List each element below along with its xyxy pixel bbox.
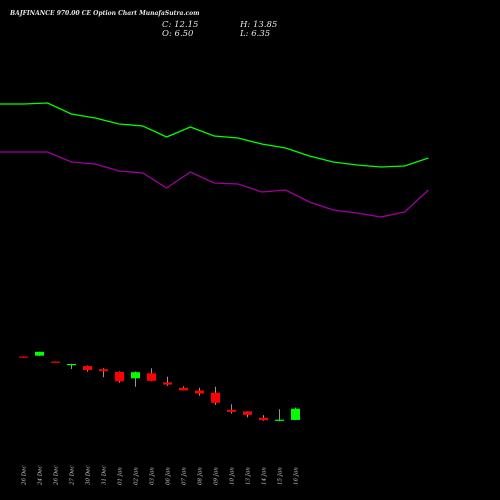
candle-down bbox=[227, 409, 236, 412]
x-tick-label: 31 Dec bbox=[102, 466, 108, 486]
x-tick-label: 14 Jan bbox=[262, 467, 268, 485]
open-value: O: 6.50 bbox=[162, 29, 194, 39]
x-tick-label: 10 Jan bbox=[230, 467, 236, 485]
x-tick-label: 26 Dec bbox=[54, 466, 60, 487]
candle-down bbox=[243, 411, 252, 415]
candle-down bbox=[179, 387, 188, 391]
x-tick-label: 02 Jan bbox=[134, 467, 140, 485]
candle-down bbox=[259, 417, 268, 421]
x-tick-label: 15 Jan bbox=[278, 467, 284, 485]
candle-down bbox=[115, 372, 124, 382]
candle-down bbox=[195, 390, 204, 394]
candle-up bbox=[131, 372, 140, 379]
candle-down bbox=[99, 369, 108, 372]
x-tick-label: 24 Dec bbox=[38, 466, 44, 487]
candle-up bbox=[291, 408, 300, 420]
candle-down bbox=[51, 361, 60, 363]
candle-up bbox=[35, 351, 44, 356]
x-tick-label: 01 Jan bbox=[118, 467, 124, 485]
candle-down bbox=[211, 392, 220, 403]
x-tick-label: 03 Jan bbox=[150, 467, 156, 485]
candle-up bbox=[275, 419, 284, 421]
lower-band-line bbox=[0, 151, 429, 218]
candle-down bbox=[163, 382, 172, 385]
x-tick-label: 27 Dec bbox=[70, 466, 76, 487]
close-value: C: 12.15 bbox=[162, 20, 199, 30]
high-value: H: 13.85 bbox=[240, 20, 278, 30]
candle-down bbox=[147, 373, 156, 381]
x-tick-label: 16 Jan bbox=[294, 467, 300, 485]
x-tick-label: 07 Jan bbox=[182, 467, 188, 485]
x-tick-label: 13 Jan bbox=[246, 467, 252, 485]
x-tick-label: 26 Dec bbox=[22, 466, 28, 487]
x-tick-label: 09 Jan bbox=[214, 467, 220, 485]
x-tick-label: 30 Dec bbox=[86, 466, 92, 486]
candle-down bbox=[19, 356, 28, 358]
candle-up bbox=[67, 364, 76, 366]
candle-down bbox=[83, 366, 92, 371]
low-value: L: 6.35 bbox=[240, 29, 271, 39]
upper-band-line bbox=[0, 102, 429, 168]
x-tick-label: 06 Jan bbox=[166, 467, 172, 485]
x-tick-label: 08 Jan bbox=[198, 467, 204, 485]
chart-title: BAJFINANCE 970.00 CE Option Chart Munafa… bbox=[10, 10, 200, 17]
